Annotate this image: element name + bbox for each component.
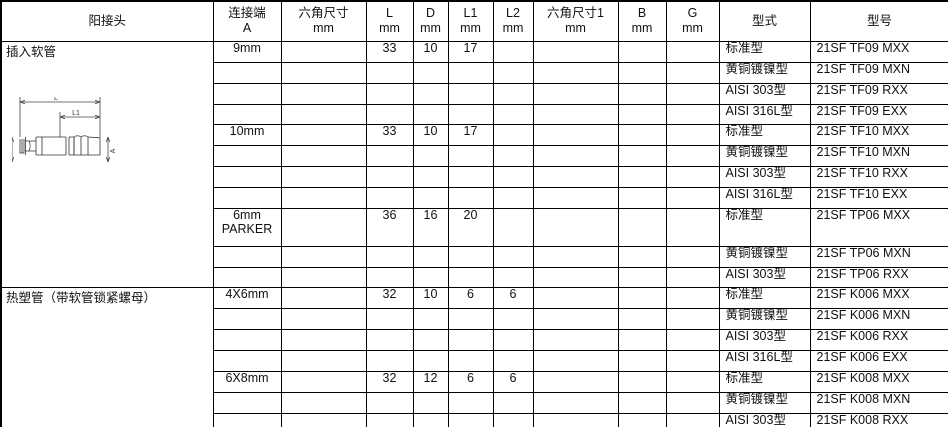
svg-text:L1: L1 [72,110,80,117]
svg-text:L: L [54,97,58,102]
svg-text:A: A [110,148,117,153]
